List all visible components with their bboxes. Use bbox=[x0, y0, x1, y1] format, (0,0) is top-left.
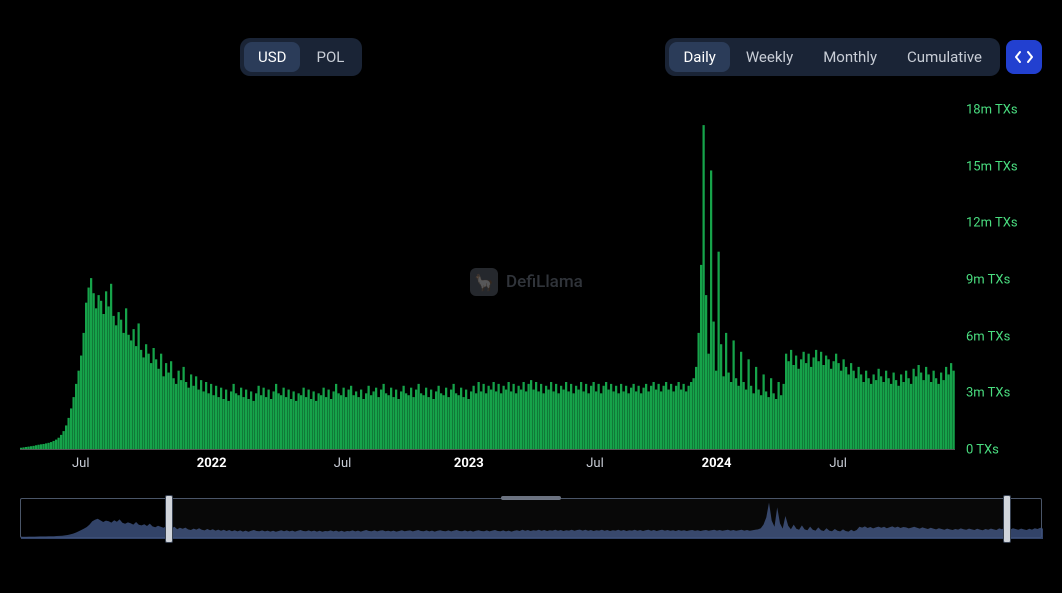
y-tick-label: 0 TXs bbox=[966, 443, 999, 458]
x-tick-label: Jul bbox=[334, 456, 352, 471]
y-tick-label: 18m TXs bbox=[966, 103, 1018, 118]
y-tick-label: 3m TXs bbox=[966, 386, 1010, 401]
y-tick-label: 12m TXs bbox=[966, 216, 1018, 231]
currency-pol[interactable]: POL bbox=[302, 42, 358, 72]
x-tick-label: 2024 bbox=[702, 456, 732, 471]
x-tick-label: Jul bbox=[829, 456, 847, 471]
brush-selection[interactable] bbox=[169, 499, 1007, 537]
x-tick-label: Jul bbox=[72, 456, 90, 471]
x-tick-label: 2023 bbox=[454, 456, 484, 471]
currency-toggle: USDPOL bbox=[240, 38, 362, 76]
y-tick-label: 9m TXs bbox=[966, 273, 1010, 288]
x-axis: Jul 2022 Jul 2023 Jul 2024 Jul bbox=[20, 452, 955, 476]
granularity-toggle: DailyWeeklyMonthlyCumulative bbox=[665, 38, 1000, 76]
x-axis-line bbox=[20, 449, 955, 450]
granularity-cumulative[interactable]: Cumulative bbox=[893, 42, 996, 72]
y-axis: 0 TXs3m TXs6m TXs9m TXs12m TXs15m TXs18m… bbox=[960, 110, 1050, 450]
x-tick-label: Jul bbox=[586, 456, 604, 471]
bar-series bbox=[20, 110, 955, 450]
y-tick-label: 6m TXs bbox=[966, 329, 1010, 344]
brush-handle-left[interactable] bbox=[165, 495, 173, 543]
granularity-weekly[interactable]: Weekly bbox=[732, 42, 807, 72]
main-chart[interactable] bbox=[20, 110, 955, 450]
chart-controls: USDPOL DailyWeeklyMonthlyCumulative bbox=[0, 38, 1062, 76]
range-brush[interactable] bbox=[20, 498, 1042, 538]
x-tick-label: 2022 bbox=[197, 456, 227, 471]
granularity-monthly[interactable]: Monthly bbox=[809, 42, 891, 72]
brush-handle-right[interactable] bbox=[1003, 495, 1011, 543]
currency-usd[interactable]: USD bbox=[244, 42, 300, 72]
y-tick-label: 15m TXs bbox=[966, 159, 1018, 174]
embed-button[interactable] bbox=[1006, 40, 1042, 74]
granularity-daily[interactable]: Daily bbox=[669, 42, 729, 72]
code-icon bbox=[1015, 50, 1033, 64]
